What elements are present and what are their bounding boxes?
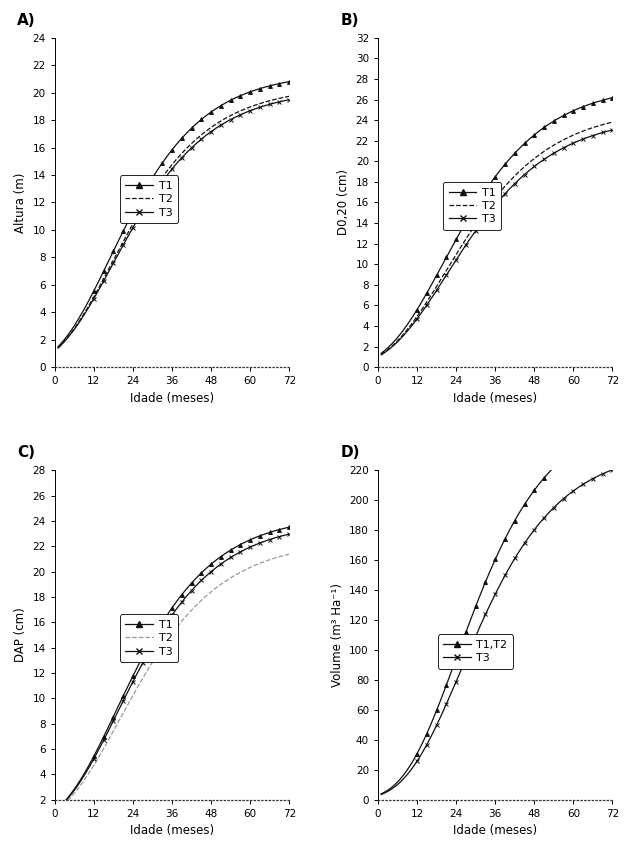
Text: C): C) — [17, 445, 35, 460]
Text: A): A) — [17, 13, 36, 28]
X-axis label: Idade (meses): Idade (meses) — [130, 391, 214, 405]
X-axis label: Idade (meses): Idade (meses) — [453, 391, 537, 405]
Y-axis label: D0,20 (cm): D0,20 (cm) — [337, 169, 350, 236]
Y-axis label: Volume (m³ Ha⁻¹): Volume (m³ Ha⁻¹) — [330, 583, 344, 687]
X-axis label: Idade (meses): Idade (meses) — [453, 824, 537, 837]
X-axis label: Idade (meses): Idade (meses) — [130, 824, 214, 837]
Y-axis label: Altura (m): Altura (m) — [14, 172, 27, 232]
Text: D): D) — [341, 445, 360, 460]
Legend: T1, T2, T3: T1, T2, T3 — [120, 175, 178, 223]
Legend: T1,T2, T3: T1,T2, T3 — [437, 634, 513, 669]
Text: B): B) — [341, 13, 359, 28]
Legend: T1, T2, T3: T1, T2, T3 — [443, 182, 501, 230]
Legend: T1, T2, T3: T1, T2, T3 — [120, 614, 178, 662]
Y-axis label: DAP (cm): DAP (cm) — [14, 608, 27, 662]
